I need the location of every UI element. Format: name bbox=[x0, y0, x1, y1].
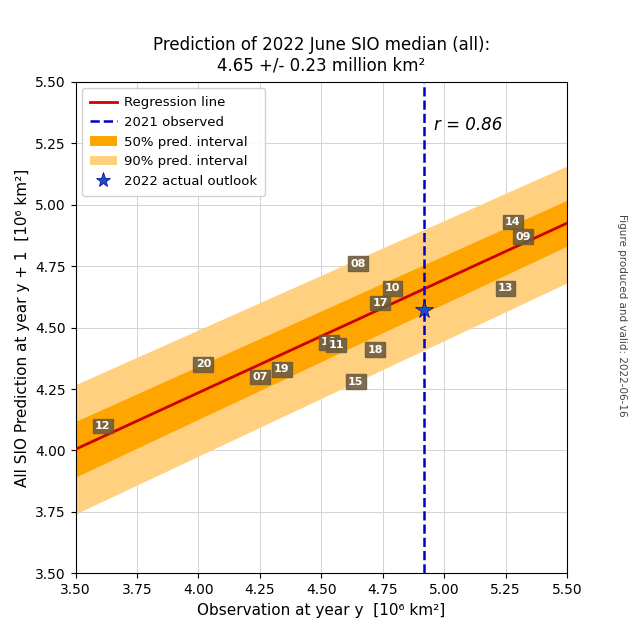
Text: Figure produced and valid: 2022-06-16: Figure produced and valid: 2022-06-16 bbox=[617, 214, 627, 416]
Text: 12: 12 bbox=[95, 421, 110, 431]
Text: 08: 08 bbox=[350, 259, 366, 269]
Text: 17: 17 bbox=[372, 298, 388, 308]
Text: 10: 10 bbox=[385, 284, 400, 294]
Text: 19: 19 bbox=[274, 364, 290, 374]
Text: r = 0.86: r = 0.86 bbox=[434, 117, 503, 134]
Y-axis label: All SIO Prediction at year y + 1  [10⁶ km²]: All SIO Prediction at year y + 1 [10⁶ km… bbox=[14, 168, 30, 487]
Text: 11: 11 bbox=[328, 340, 344, 350]
Text: 13: 13 bbox=[498, 284, 513, 294]
Text: 18: 18 bbox=[367, 345, 383, 355]
Legend: Regression line, 2021 observed, 50% pred. interval, 90% pred. interval, 2022 act: Regression line, 2021 observed, 50% pred… bbox=[82, 88, 265, 196]
X-axis label: Observation at year y  [10⁶ km²]: Observation at year y [10⁶ km²] bbox=[197, 602, 445, 617]
Text: 16: 16 bbox=[321, 337, 336, 347]
Text: 09: 09 bbox=[515, 232, 530, 242]
Text: 20: 20 bbox=[196, 360, 211, 369]
Text: 14: 14 bbox=[505, 217, 521, 227]
Text: 07: 07 bbox=[252, 372, 268, 382]
Title: Prediction of 2022 June SIO median (all):
4.65 +/- 0.23 million km²: Prediction of 2022 June SIO median (all)… bbox=[152, 36, 490, 75]
Text: 15: 15 bbox=[348, 377, 364, 387]
